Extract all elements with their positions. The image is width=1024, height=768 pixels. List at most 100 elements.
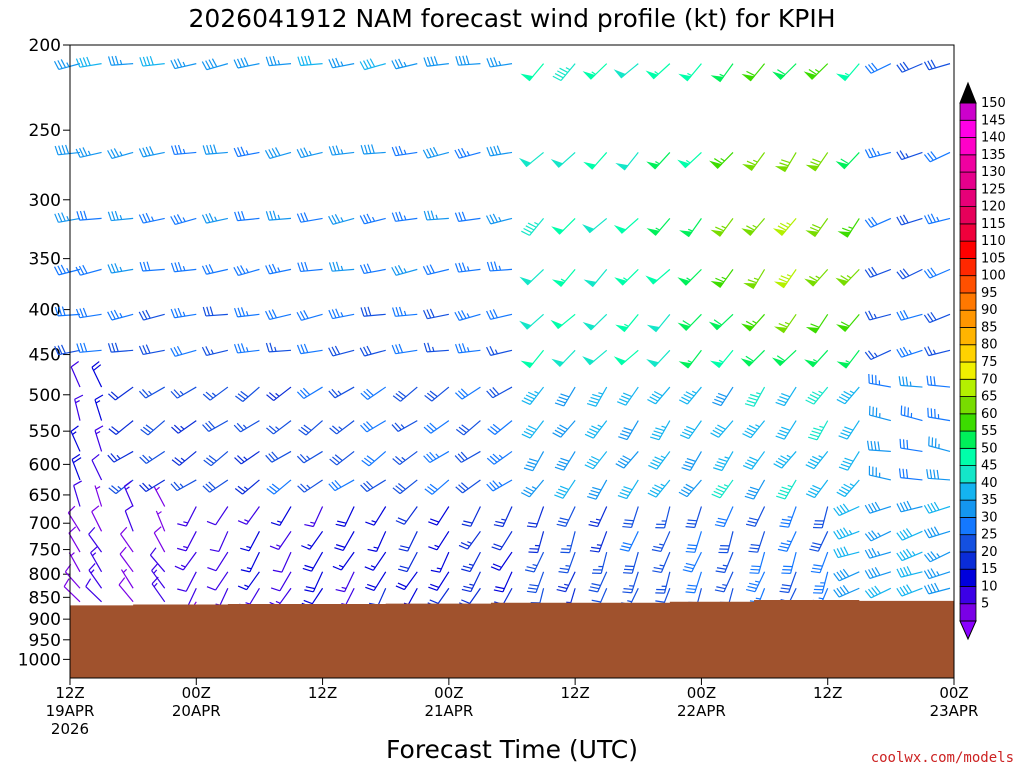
wind-barb <box>583 152 608 170</box>
wind-barb <box>552 420 576 438</box>
wind-barb <box>240 531 260 552</box>
colorbar-label: 105 <box>981 251 1006 266</box>
colorbar-label: 45 <box>981 459 998 474</box>
colorbar-swatch <box>959 240 977 259</box>
wind-barb <box>714 506 734 528</box>
wind-barb <box>335 506 355 527</box>
wind-barb <box>301 530 324 550</box>
wind-barb <box>70 425 81 452</box>
wind-barb <box>779 506 797 528</box>
wind-barb <box>896 566 923 578</box>
wind-barb <box>461 506 481 527</box>
wind-barb <box>360 479 387 493</box>
wind-barb <box>896 500 923 513</box>
wind-barb <box>94 394 104 421</box>
wind-barb <box>554 386 576 407</box>
x-tick-label: 12Z <box>55 684 84 702</box>
x-tick-label: 23APR <box>930 702 979 720</box>
wind-barb <box>896 548 923 562</box>
wind-barb <box>423 56 449 67</box>
wind-barb <box>583 268 608 288</box>
wind-barb <box>864 310 892 321</box>
wind-barb <box>107 342 134 353</box>
wind-barb <box>926 469 951 481</box>
wind-barb <box>655 506 671 529</box>
wind-barb <box>76 210 102 221</box>
wind-barb <box>924 551 951 563</box>
wind-barb <box>560 531 576 554</box>
wind-barb <box>138 344 165 356</box>
wind-barb <box>619 531 639 552</box>
wind-barb <box>556 506 576 527</box>
wind-barb <box>76 342 102 353</box>
wind-barb <box>485 213 513 225</box>
wind-barb <box>584 451 608 470</box>
wind-barb <box>328 386 355 399</box>
wind-barb <box>391 58 418 70</box>
wind-barb <box>771 349 797 367</box>
wind-barb <box>139 450 166 464</box>
x-tick-label: 22APR <box>677 702 726 720</box>
wind-barb <box>896 150 923 161</box>
wind-barb <box>868 405 892 422</box>
wind-barb <box>359 213 386 225</box>
wind-barb <box>836 313 860 332</box>
wind-barb <box>202 479 229 493</box>
wind-barb <box>302 551 324 572</box>
wind-barb <box>833 503 860 517</box>
wind-barb <box>613 349 639 366</box>
wind-barb <box>233 420 260 433</box>
wind-barb <box>138 386 166 399</box>
y-tick-label: 800 <box>29 565 61 585</box>
colorbar-label: 90 <box>981 303 998 318</box>
wind-barb <box>685 506 703 529</box>
wind-barb <box>63 578 81 603</box>
colorbar-swatch <box>959 275 977 294</box>
wind-barb <box>923 526 951 539</box>
wind-barb <box>896 309 923 321</box>
wind-barb <box>398 551 418 573</box>
y-tick-label: 650 <box>29 486 61 506</box>
wind-barb <box>486 309 513 320</box>
colorbar-swatch <box>959 413 977 432</box>
wind-barb <box>677 268 702 286</box>
wind-barb <box>923 568 951 580</box>
wind-barb <box>422 146 450 159</box>
wind-barb <box>202 420 229 432</box>
y-tick-label: 700 <box>29 514 61 534</box>
wind-barb <box>365 506 387 526</box>
wind-barb <box>526 571 545 594</box>
wind-barb <box>423 420 450 434</box>
wind-barb <box>651 531 671 553</box>
wind-barb <box>923 582 951 595</box>
wind-barb <box>298 420 323 436</box>
wind-barb <box>234 450 260 465</box>
wind-barb <box>120 568 134 589</box>
wind-barb <box>614 268 639 286</box>
wind-barb <box>617 386 639 406</box>
wind-barb <box>206 571 229 591</box>
wind-barb <box>804 268 829 287</box>
colorbar-label: 65 <box>981 390 998 405</box>
colorbar-swatch <box>959 309 977 328</box>
wind-barb <box>923 346 951 357</box>
wind-barb <box>296 212 323 223</box>
wind-barb <box>898 376 923 388</box>
wind-barb <box>454 343 481 354</box>
wind-barb <box>170 307 197 319</box>
colorbar-swatch <box>959 430 977 449</box>
colorbar-label: 130 <box>981 165 1006 180</box>
wind-barb <box>584 420 608 439</box>
wind-barb <box>458 530 481 550</box>
wind-barb <box>813 571 829 594</box>
wind-barb <box>206 506 229 526</box>
wind-barb <box>430 551 450 573</box>
colorbar-swatch <box>959 171 977 190</box>
wind-barb <box>297 261 323 273</box>
wind-barb <box>810 551 829 574</box>
wind-barb <box>805 218 829 238</box>
colorbar-swatch <box>959 586 977 605</box>
wind-barb <box>804 349 829 368</box>
x-tick-label: 20APR <box>172 702 221 720</box>
